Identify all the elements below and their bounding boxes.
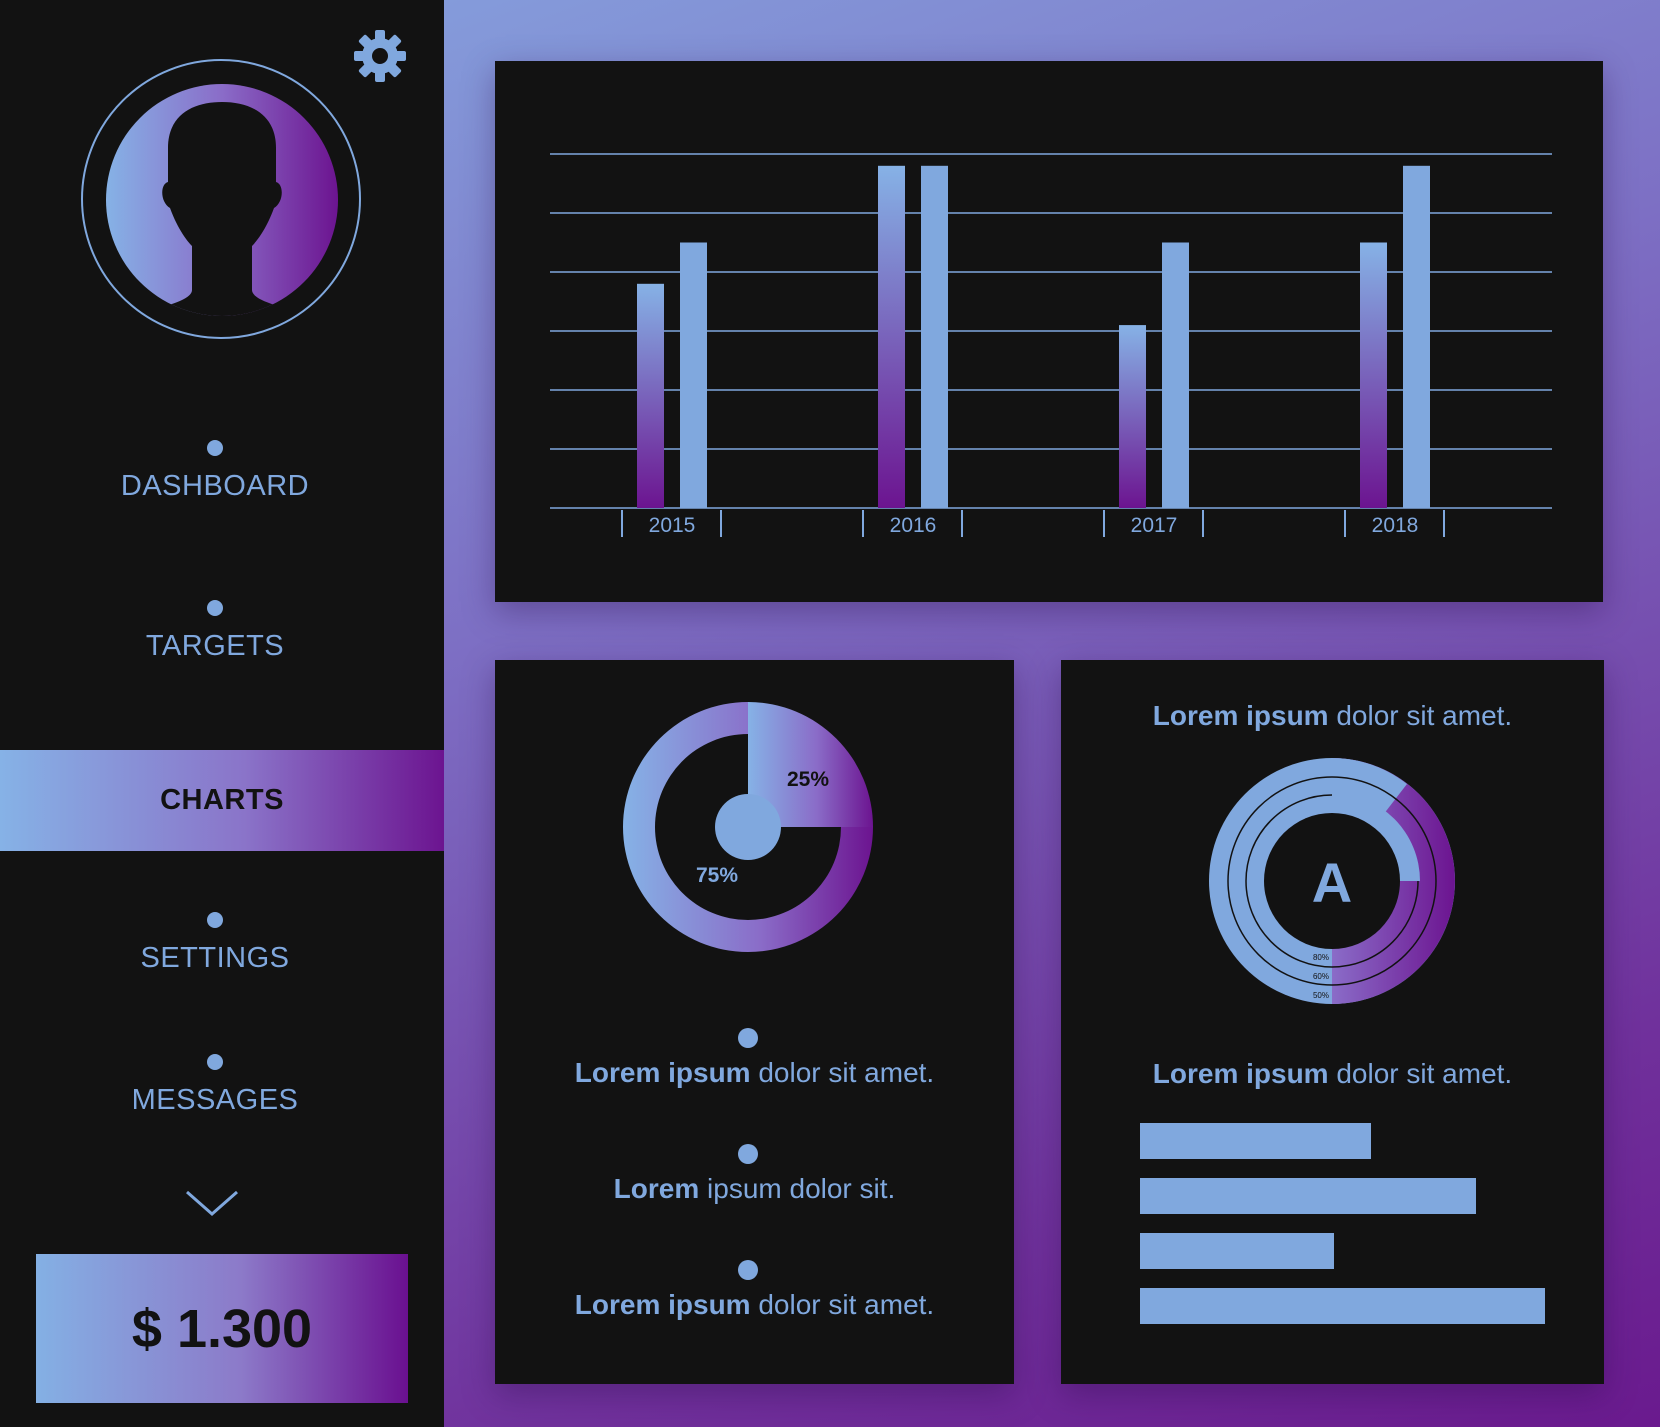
bar-2018-series-2 [1403,165,1430,509]
tick-label-2018: 2018 [1372,514,1419,537]
nav-item-settings[interactable]: SETTINGS [0,912,430,975]
bar-2017-series-2 [1162,242,1189,508]
donut-item-1: Lorem ipsum dolor sit amet. [574,1057,935,1088]
sidebar: DASHBOARD TARGETS CHARTS SETTINGS MESSAG… [0,0,444,1427]
ring-label-60: 60% [1313,972,1329,981]
donut-item-2: Lorem ipsum dolor sit. [613,1173,896,1204]
bar-2017-series-1 [1119,325,1146,508]
nav-item-charts[interactable]: CHARTS [0,750,444,851]
bullet-dot [738,1144,758,1164]
nav-label: SETTINGS [140,942,290,974]
hbar-1 [1140,1123,1371,1159]
donut-slice-25 [748,702,873,827]
nav-item-messages[interactable]: MESSAGES [0,1054,430,1117]
bar-2015-series-1 [637,283,664,508]
radial-chart-panel: Lorem ipsum dolor sit amet. A 80% 60% 50… [1061,660,1604,1384]
donut-chart-panel: 25% 75% Lorem ipsum dolor sit amet. Lore… [495,660,1014,1384]
bar-chart-panel: 2015 2016 2017 2018 [495,61,1603,602]
nav-label: DASHBOARD [120,470,310,502]
ring-label-50: 50% [1313,991,1329,1000]
bullet-dot [738,1028,758,1048]
nav-item-dashboard[interactable]: DASHBOARD [0,440,430,503]
tick-label-2015: 2015 [649,514,696,537]
bar-2016-series-2 [921,165,948,509]
bar-2015-series-2 [680,242,707,508]
bar-chart: 2015 2016 2017 2018 [550,153,1552,537]
balance-value: $ 1.300 [131,1298,313,1359]
bar-2016-series-1 [878,165,905,509]
donut-chart: 25% 75% [623,702,873,952]
bullet-dot [738,1260,758,1280]
nav-item-targets[interactable]: TARGETS [0,600,430,663]
tick-label-2017: 2017 [1131,514,1178,537]
hbar-2 [1140,1178,1476,1214]
nav-dot [207,912,223,928]
radial-center-label: A [1312,851,1352,914]
donut-label-75: 75% [696,864,738,887]
balance-card: $ 1.300 [36,1254,408,1403]
avatar-ring [81,59,361,339]
nav-label: CHARTS [160,784,284,816]
nav-dot [207,440,223,456]
nav-label: TARGETS [145,630,285,662]
ring-label-80: 80% [1313,953,1329,962]
donut-label-25: 25% [787,768,829,791]
radial-bottom-text: Lorem ipsum dolor sit amet. [1152,1058,1513,1089]
chevron-down-icon[interactable] [184,1188,240,1218]
hbar-3 [1140,1233,1334,1269]
radial-chart: A 80% 60% 50% [1209,758,1455,1004]
hbar-4 [1140,1288,1545,1324]
donut-item-3: Lorem ipsum dolor sit amet. [574,1289,935,1320]
nav-dot [207,1054,223,1070]
radial-top-text: Lorem ipsum dolor sit amet. [1152,700,1513,731]
tick-label-2016: 2016 [890,514,937,537]
donut-center [715,794,781,860]
gear-icon[interactable] [352,28,408,84]
bar-2018-series-1 [1360,242,1387,508]
user-silhouette-icon[interactable] [106,84,338,316]
nav-dot [207,600,223,616]
nav-label: MESSAGES [131,1084,299,1116]
